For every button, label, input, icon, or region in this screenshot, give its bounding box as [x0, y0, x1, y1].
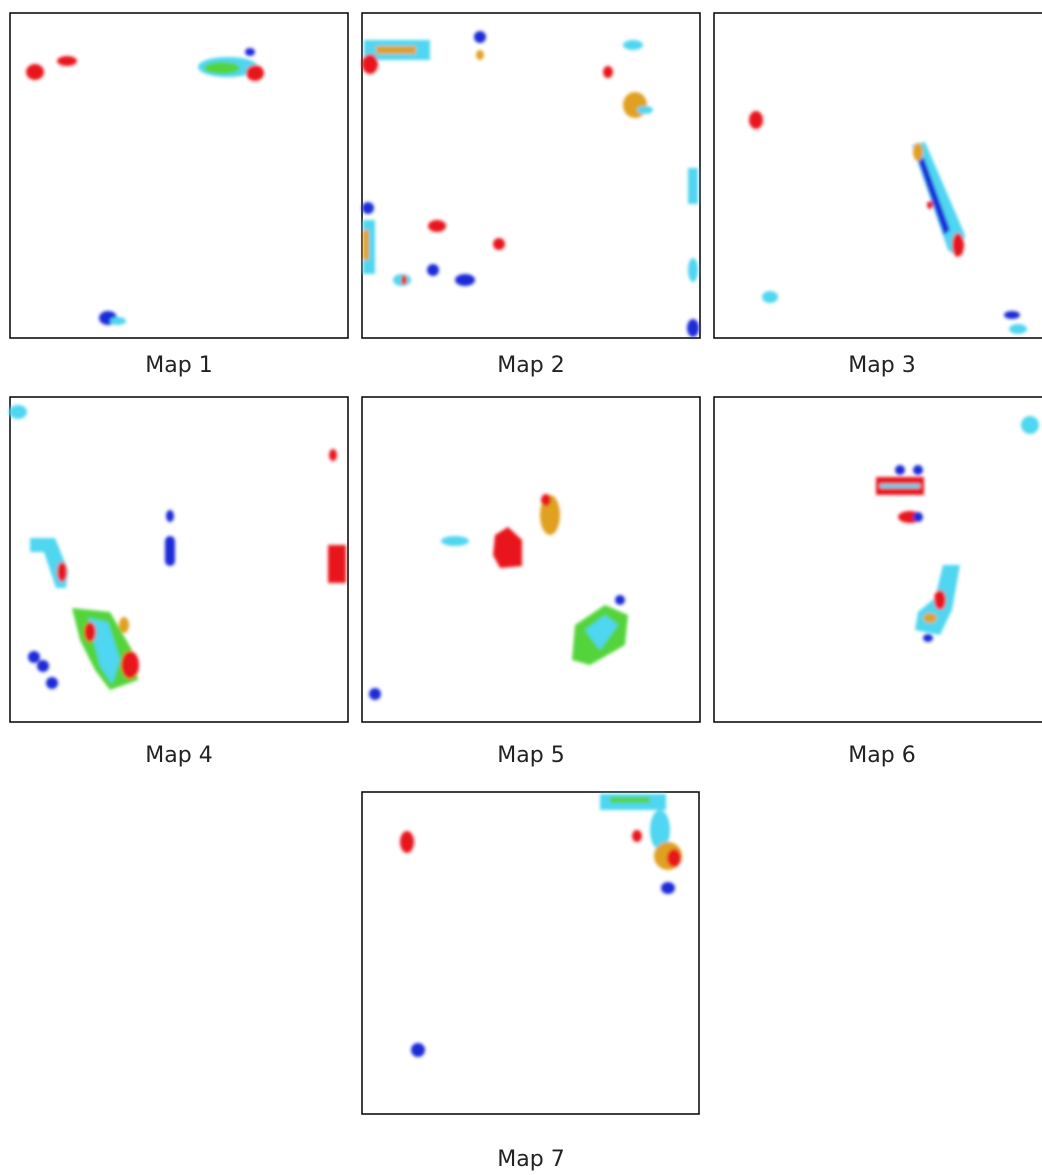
map-panel [361, 12, 701, 339]
blob [362, 54, 378, 74]
blob [650, 810, 670, 850]
blob [121, 651, 139, 679]
blob [610, 797, 650, 803]
blob [441, 536, 469, 546]
blob [57, 562, 67, 582]
blob [913, 143, 923, 161]
map-caption: Map 6 [848, 743, 915, 768]
blob [1021, 416, 1039, 434]
blob [952, 233, 964, 257]
blob [632, 830, 642, 842]
blob [661, 882, 675, 894]
blob [688, 258, 698, 282]
blob [913, 512, 923, 522]
blob [762, 291, 778, 303]
blob [46, 677, 58, 689]
map-panel [9, 396, 349, 723]
blob [913, 465, 923, 475]
blob [493, 238, 505, 250]
blob [363, 230, 369, 260]
map-panel [713, 396, 1042, 723]
map-caption: Map 4 [145, 743, 212, 768]
blob [637, 106, 653, 114]
blob [400, 831, 414, 853]
blob [688, 168, 698, 204]
blob [245, 48, 255, 56]
blob [1009, 324, 1027, 334]
map-caption: Map 5 [497, 743, 564, 768]
blob [57, 56, 77, 66]
blob [918, 158, 950, 235]
blob [369, 688, 381, 700]
map-caption: Map 3 [848, 353, 915, 378]
blob [362, 202, 374, 214]
blob [427, 264, 439, 276]
blob [1004, 311, 1020, 319]
heat-blobs [9, 31, 1039, 1057]
blob [615, 595, 625, 605]
blob [9, 405, 27, 419]
blob [623, 40, 643, 50]
map-panel [361, 791, 700, 1115]
map-caption: Map 2 [497, 353, 564, 378]
blob [28, 651, 40, 663]
map-panel [9, 12, 349, 339]
blob [455, 274, 475, 286]
blob [474, 31, 486, 43]
blob [204, 62, 240, 74]
blob [84, 622, 96, 642]
blob [401, 275, 407, 285]
map-caption: Map 1 [145, 353, 212, 378]
blob [166, 510, 174, 522]
map-panel [361, 396, 701, 723]
blob [585, 615, 618, 650]
blob [37, 660, 49, 672]
blob [667, 849, 681, 867]
blob [923, 613, 937, 623]
blob [119, 617, 129, 633]
blob [493, 527, 522, 568]
blob [376, 46, 416, 54]
blob [246, 65, 264, 81]
map-panel [713, 12, 1042, 339]
blob [923, 634, 933, 642]
blob [749, 111, 763, 129]
blob [927, 201, 933, 209]
blob [88, 618, 120, 684]
blob [428, 220, 446, 232]
blob [110, 317, 126, 325]
map-caption: Map 7 [497, 1147, 564, 1172]
blob [476, 50, 484, 60]
blob [328, 545, 346, 583]
blob [165, 536, 175, 566]
blob [880, 484, 920, 488]
blob [895, 465, 905, 475]
blob [541, 494, 551, 506]
blob [26, 64, 44, 80]
blob [411, 1043, 425, 1057]
blob [934, 590, 946, 610]
blob [687, 319, 699, 337]
blob [623, 92, 647, 118]
blob [329, 449, 337, 461]
blob [603, 66, 613, 78]
